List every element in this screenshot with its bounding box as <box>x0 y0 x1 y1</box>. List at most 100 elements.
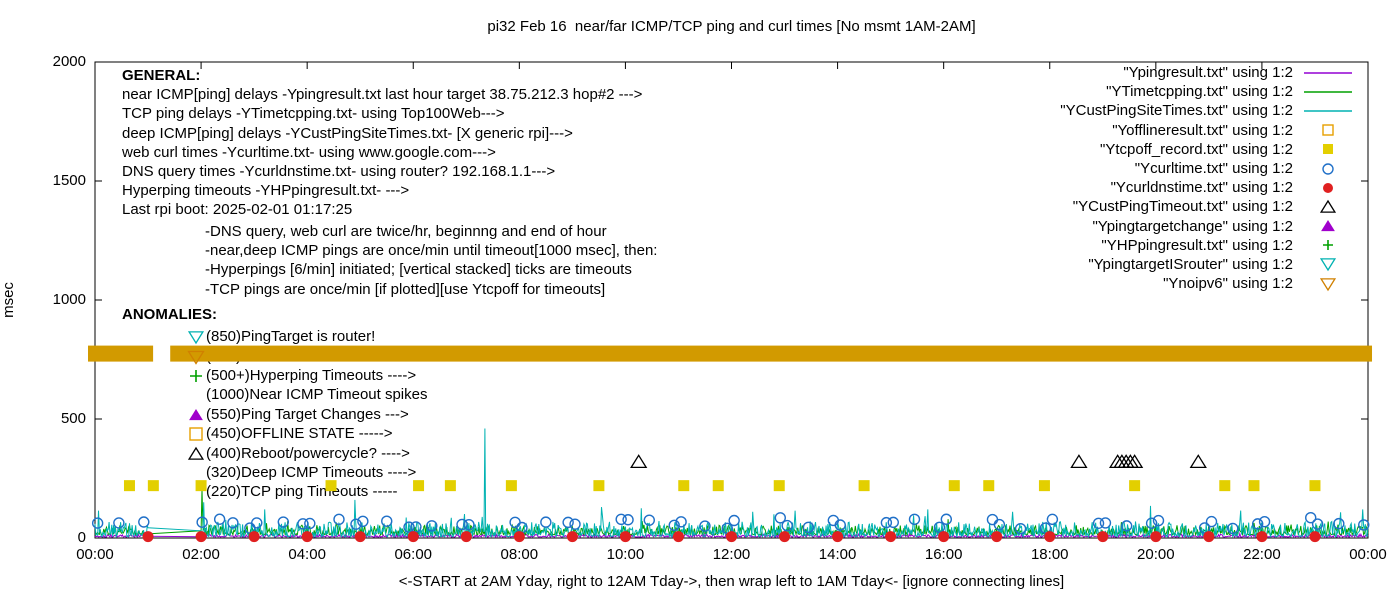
legend-label: "YCustPingSiteTimes.txt" using 1:2 <box>1060 102 1293 120</box>
legend-label: "YTimetcpping.txt" using 1:2 <box>1106 83 1293 101</box>
legend-label: "Ypingresult.txt" using 1:2 <box>1123 64 1293 82</box>
anomaly-text: (500+)Hyperping Timeouts ----> <box>206 366 417 384</box>
legend-line-sample <box>1301 83 1355 101</box>
legend-entry: "YpingtargetISrouter" using 1:2 <box>1060 255 1355 274</box>
anomaly-item: (1000)Near ICMP Timeout spikes <box>188 385 427 404</box>
anomaly-item: (400)Reboot/powercycle? ----> <box>188 443 427 462</box>
legend-label: "YHPpingresult.txt" using 1:2 <box>1101 236 1293 254</box>
anomaly-triangle-up-filled-icon <box>188 406 206 423</box>
legend-entry: "YHPpingresult.txt" using 1:2 <box>1060 236 1355 255</box>
y-axis-label: msec <box>0 282 17 318</box>
general-line: near ICMP[ping] delays -Ypingresult.txt … <box>122 86 643 104</box>
legend-entry: "Ypingtargetchange" using 1:2 <box>1060 217 1355 236</box>
y-tick-label: 1000 <box>52 291 86 308</box>
legend-triangle-down-open-icon <box>1301 255 1355 273</box>
anomaly-text: (320)Deep ICMP Timeouts ----> <box>206 463 417 481</box>
general-note: -near,deep ICMP pings are once/min until… <box>205 242 658 260</box>
legend-line-sample <box>1301 64 1355 82</box>
anomaly-item: (550)Ping Target Changes ---> <box>188 405 427 424</box>
y-tick-label: 0 <box>77 529 86 546</box>
x-axis-label: <-START at 2AM Yday, right to 12AM Tday-… <box>398 573 1065 590</box>
legend-label: "YpingtargetISrouter" using 1:2 <box>1088 255 1293 273</box>
anomaly-marker-spacer <box>188 386 206 403</box>
x-tick-label: 04:00 <box>288 546 326 563</box>
general-heading: GENERAL: <box>122 67 201 84</box>
legend-entry: "Ycurltime.txt" using 1:2 <box>1060 159 1355 178</box>
anomaly-text: (450)OFFLINE STATE -----> <box>206 425 393 443</box>
anomaly-triangle-up-open-icon <box>188 445 206 462</box>
anomaly-text: (850)PingTarget is router! <box>206 328 376 346</box>
general-line: Last rpi boot: 2025-02-01 01:17:25 <box>122 201 353 219</box>
anomaly-item: (320)Deep ICMP Timeouts ----> <box>188 463 427 482</box>
general-note: -Hyperpings [6/min] initiated; [vertical… <box>205 261 632 279</box>
general-note: -TCP pings are once/min [if plotted][use… <box>205 280 606 298</box>
y-tick-label: 500 <box>60 410 86 427</box>
legend-entry: "Ytcpoff_record.txt" using 1:2 <box>1060 140 1355 159</box>
legend-circle-open-icon <box>1301 160 1355 178</box>
x-tick-label: 20:00 <box>1137 546 1175 563</box>
general-annotation-block: GENERAL: near ICMP[ping] delays -Ypingre… <box>122 66 642 220</box>
x-tick-label: 00:00 <box>76 546 114 563</box>
x-tick-label: 08:00 <box>500 546 539 563</box>
x-tick-label: 16:00 <box>924 546 963 563</box>
legend-label: "Ynoipv6" using 1:2 <box>1163 275 1293 293</box>
anomaly-triangle-down-open-icon <box>188 328 206 345</box>
x-tick-label: 14:00 <box>818 546 857 563</box>
general-line: DNS query times -Ycurldnstime.txt- using… <box>122 163 556 181</box>
general-line: TCP ping delays -YTimetcpping.txt- using… <box>122 105 505 123</box>
y-tick-label: 2000 <box>52 53 86 70</box>
legend-entry: "Ycurldnstime.txt" using 1:2 <box>1060 178 1355 197</box>
anomaly-text: (550)Ping Target Changes ---> <box>206 405 409 423</box>
legend-entry: "Yofflineresult.txt" using 1:2 <box>1060 121 1355 140</box>
x-tick-label: 02:00 <box>182 546 220 563</box>
x-tick-label: 18:00 <box>1030 546 1069 563</box>
legend-circle-filled-icon <box>1301 179 1355 197</box>
x-tick-label: 06:00 <box>394 546 433 563</box>
anomaly-plus-icon <box>188 367 206 384</box>
anomaly-item: (220)TCP ping Timeouts ----- <box>188 482 427 501</box>
x-tick-label: 00:00 <box>1349 546 1387 563</box>
anomaly-text: (725)NoIPv6 ----> <box>206 347 324 365</box>
legend-label: "Ycurldnstime.txt" using 1:2 <box>1110 179 1293 197</box>
anomaly-text: (220)TCP ping Timeouts ----- <box>206 483 398 501</box>
legend-label: "YCustPingTimeout.txt" using 1:2 <box>1072 198 1293 216</box>
anomaly-item: (450)OFFLINE STATE -----> <box>188 424 427 443</box>
legend-triangle-down-open-icon <box>1301 275 1355 293</box>
legend-square-open-icon <box>1301 121 1355 139</box>
chart-title: pi32 Feb 16 near/far ICMP/TCP ping and c… <box>487 18 976 35</box>
general-line: deep ICMP[ping] delays -YCustPingSiteTim… <box>122 124 573 142</box>
anomaly-square-open-icon <box>188 425 206 442</box>
general-note: -DNS query, web curl are twice/hr, begin… <box>205 223 607 240</box>
legend-label: "Ycurltime.txt" using 1:2 <box>1134 160 1293 178</box>
legend-triangle-up-open-icon <box>1301 198 1355 216</box>
anomaly-item: (850)PingTarget is router! <box>188 327 427 346</box>
y-tick-label: 1500 <box>52 172 86 189</box>
x-tick-label: 22:00 <box>1243 546 1281 563</box>
legend: "Ypingresult.txt" using 1:2 "YTimetcpping… <box>1060 63 1355 293</box>
legend-entry: "Ynoipv6" using 1:2 <box>1060 274 1355 293</box>
legend-label: "Ytcpoff_record.txt" using 1:2 <box>1100 140 1293 158</box>
x-tick-label: 10:00 <box>606 546 645 563</box>
legend-entry: "YCustPingSiteTimes.txt" using 1:2 <box>1060 101 1355 120</box>
legend-square-filled-icon <box>1301 140 1355 158</box>
anomaly-marker-spacer <box>188 348 206 365</box>
legend-entry: "YTimetcpping.txt" using 1:2 <box>1060 82 1355 101</box>
anomaly-item: (500+)Hyperping Timeouts ----> <box>188 366 427 385</box>
x-tick-label: 12:00 <box>712 546 751 563</box>
legend-label: "Yofflineresult.txt" using 1:2 <box>1112 121 1293 139</box>
general-line: web curl times -Ycurltime.txt- using www… <box>122 143 496 161</box>
anomalies-heading: ANOMALIES: <box>122 306 217 323</box>
anomalies-list: (850)PingTarget is router! (725)NoIPv6 --… <box>188 327 427 502</box>
legend-entry: "Ypingresult.txt" using 1:2 <box>1060 63 1355 82</box>
anomaly-item: (725)NoIPv6 ----> <box>188 346 427 365</box>
legend-plus-icon <box>1301 236 1355 254</box>
anomaly-marker-spacer <box>188 483 206 500</box>
legend-label: "Ypingtargetchange" using 1:2 <box>1092 217 1293 235</box>
anomaly-marker-spacer <box>188 464 206 481</box>
legend-line-sample <box>1301 102 1355 120</box>
general-lines: near ICMP[ping] delays -Ypingresult.txt … <box>122 85 642 219</box>
anomaly-text: (1000)Near ICMP Timeout spikes <box>206 386 428 404</box>
legend-triangle-up-filled-icon <box>1301 217 1355 235</box>
general-line: Hyperping timeouts -YHPpingresult.txt- -… <box>122 182 410 200</box>
